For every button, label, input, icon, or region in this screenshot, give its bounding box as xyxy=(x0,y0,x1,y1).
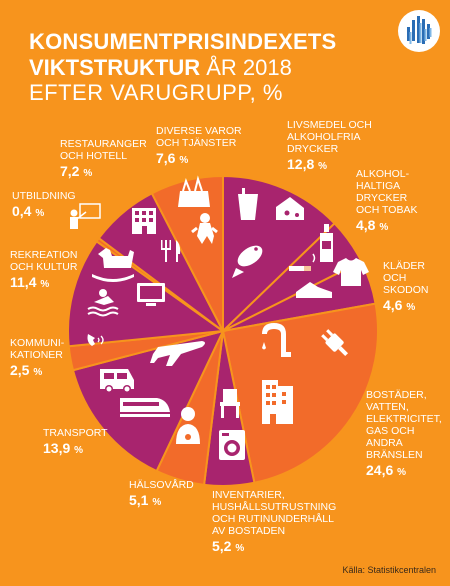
label-transport: TRANSPORT 13,9 % xyxy=(43,427,108,457)
cigarette-icon xyxy=(289,253,316,271)
title-bold: VIKTSTRUKTUR xyxy=(29,55,201,80)
cutlery-icon xyxy=(161,240,181,262)
chair-icon xyxy=(220,389,240,418)
teacher-icon xyxy=(70,203,101,229)
label-klader: KLÄDER OCH SKODON 4,6 % xyxy=(383,260,429,314)
label-value: 5,2 % xyxy=(212,538,245,554)
label-value: 7,6 % xyxy=(156,150,189,166)
label-bostader: BOSTÄDER, VATTEN, ELEKTRICITET, GAS OCH … xyxy=(366,389,442,479)
hotel-icon xyxy=(132,208,156,234)
tv-icon xyxy=(137,283,165,306)
swimmer-icon xyxy=(87,289,119,317)
title-line-3: EFTER VARUGRUPP, % xyxy=(29,80,283,105)
fish-icon xyxy=(232,245,263,278)
bottle-icon xyxy=(320,224,333,262)
baby-icon xyxy=(191,213,218,244)
label-name: LIVSMEDEL OCH ALKOHOLFRIA DRYCKER xyxy=(287,119,372,155)
shoe-icon xyxy=(296,282,332,298)
label-name: TRANSPORT xyxy=(43,427,108,439)
label-name: RESTAURANGER OCH HOTELL xyxy=(60,138,147,162)
phone-icon xyxy=(87,334,104,346)
source-note: Källa: Statistikcentralen xyxy=(342,565,436,575)
label-rekreation: REKREATION OCH KULTUR 11,4 % xyxy=(10,249,77,291)
label-inventarier: INVENTARIER, HUSHÅLLSUTRUSTNING OCH RUTI… xyxy=(212,489,336,555)
label-alkohol: ALKOHOL- HALTIGA DRYCKER OCH TOBAK 4,8 % xyxy=(356,168,417,234)
label-name: ALKOHOL- HALTIGA DRYCKER OCH TOBAK xyxy=(356,168,418,216)
label-kommunikationer: KOMMUNI- KATIONER 2,5 % xyxy=(10,337,64,379)
label-value: 24,6 % xyxy=(366,462,407,478)
label-utbildning: UTBILDNING 0,4 % xyxy=(12,190,76,220)
label-value: 12,8 % xyxy=(287,156,328,172)
rocking-horse-icon xyxy=(92,248,134,282)
label-diverse: DIVERSE VAROR OCH TJÄNSTER 7,6 % xyxy=(156,125,242,167)
title-line-2: VIKTSTRUKTUR ÅR 2018 xyxy=(29,55,292,81)
shirt-icon xyxy=(333,258,369,286)
label-name: REKREATION OCH KULTUR xyxy=(10,249,78,273)
label-name: HÄLSOVÅRD xyxy=(129,479,194,491)
label-value: 5,1 % xyxy=(129,492,162,508)
power-plug-icon xyxy=(321,329,349,357)
drink-glass-icon xyxy=(238,188,258,220)
title-year: ÅR 2018 xyxy=(206,55,292,80)
label-value: 2,5 % xyxy=(10,362,43,378)
airplane-icon xyxy=(150,341,205,366)
cheese-icon xyxy=(276,197,304,220)
label-livsmedel: LIVSMEDEL OCH ALKOHOLFRIA DRYCKER 12,8 % xyxy=(287,119,372,173)
doctor-icon xyxy=(176,407,200,444)
building-icon xyxy=(262,380,293,424)
statistics-finland-logo xyxy=(398,10,440,52)
label-value: 11,4 % xyxy=(10,274,50,290)
label-value: 13,9 % xyxy=(43,440,84,456)
train-icon xyxy=(120,398,170,417)
label-name: DIVERSE VAROR OCH TJÄNSTER xyxy=(156,125,242,149)
faucet-icon xyxy=(262,323,291,357)
label-restauranger: RESTAURANGER OCH HOTELL 7,2 % xyxy=(60,138,147,180)
shopping-bag-icon xyxy=(178,175,210,207)
label-value: 7,2 % xyxy=(60,163,93,179)
label-halsovard: HÄLSOVÅRD 5,1 % xyxy=(129,479,194,509)
label-name: INVENTARIER, HUSHÅLLSUTRUSTNING OCH RUTI… xyxy=(212,489,337,537)
label-name: KLÄDER OCH SKODON xyxy=(383,260,429,296)
label-value: 0,4 % xyxy=(12,203,45,219)
label-name: UTBILDNING xyxy=(12,190,76,202)
label-name: KOMMUNI- KATIONER xyxy=(10,337,65,361)
label-value: 4,8 % xyxy=(356,217,389,233)
washing-machine-icon xyxy=(219,430,245,460)
van-icon xyxy=(100,369,134,393)
label-value: 4,6 % xyxy=(383,297,416,313)
title-line-1: KONSUMENTPRISINDEXETS xyxy=(29,29,337,54)
label-name: BOSTÄDER, VATTEN, ELEKTRICITET, GAS OCH … xyxy=(366,389,442,461)
